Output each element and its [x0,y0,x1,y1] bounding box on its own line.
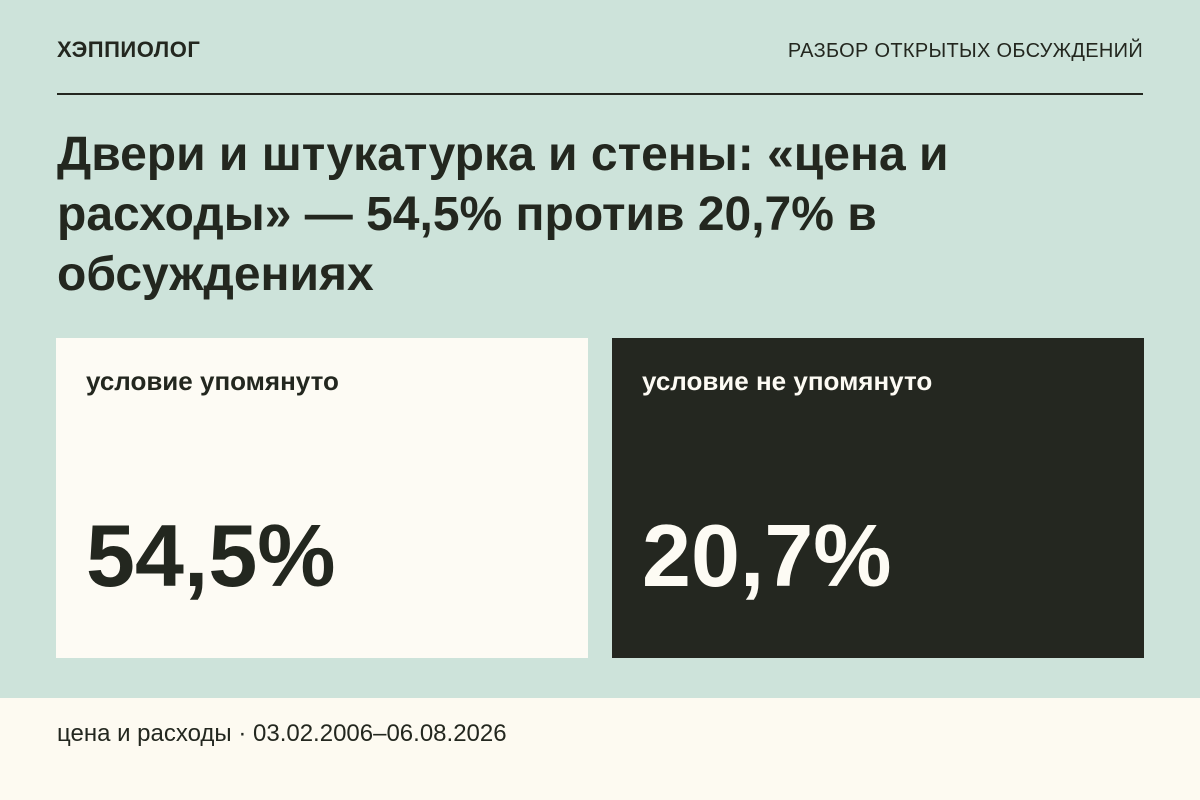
brand: ХЭППИОЛОГ [57,37,201,62]
card-value: 20,7% [642,506,892,605]
divider [57,93,1143,95]
card: условие упомянуто 54,5% [56,338,588,658]
title: Двери и штукатурка и стены: «цена и расх… [57,128,949,301]
footer-note: цена и расходы · 03.02.2006–06.08.2026 [57,720,507,747]
section-label: РАЗБОР ОТКРЫТЫХ ОБСУЖДЕНИЙ [787,40,1143,62]
card: условие не упомянуто 20,7% [612,338,1144,658]
card-label: условие упомянуто [86,366,339,396]
card-value: 54,5% [86,506,336,605]
card-label: условие не упомянуто [642,366,933,396]
footer: цена и расходы · 03.02.2006–06.08.2026 [0,698,1200,800]
